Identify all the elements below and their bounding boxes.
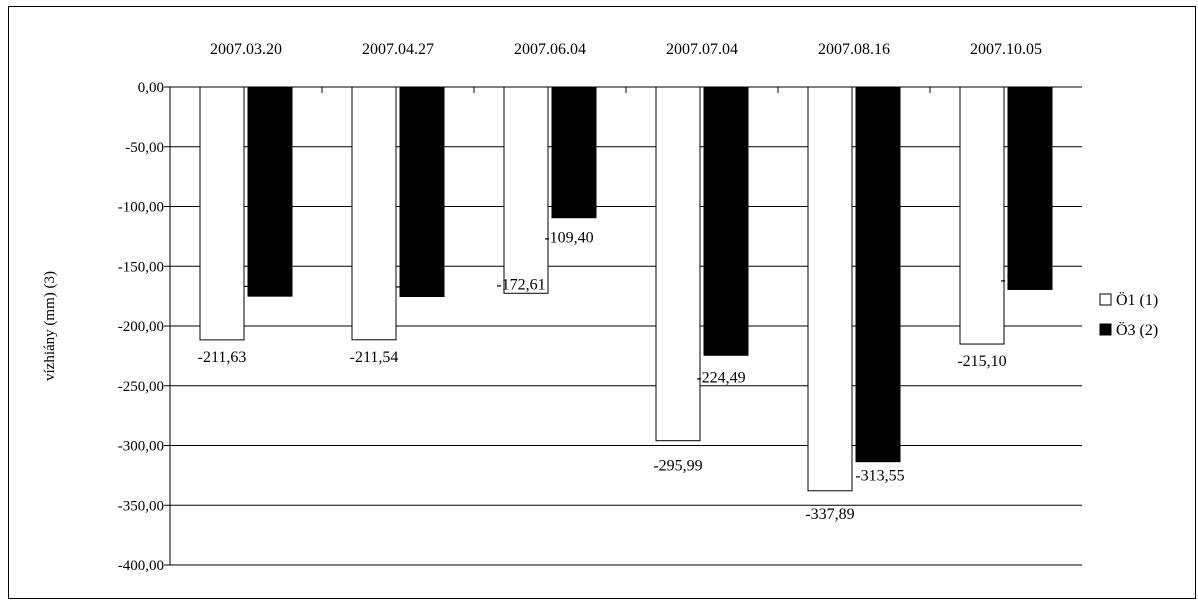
y-tick-label: -200,00: [118, 319, 164, 335]
x-category-label: 2007.06.04: [514, 41, 586, 58]
legend-swatch: [1099, 293, 1112, 306]
y-axis-title: vízhiány (mm) (3): [42, 271, 58, 381]
y-tick-label: 0,00: [138, 80, 164, 96]
data-label: -313,55: [855, 468, 904, 485]
x-category-label: 2007.07.04: [666, 41, 738, 58]
y-tick-label: -100,00: [118, 200, 164, 216]
bar-o3: [551, 86, 597, 219]
y-tick-label: -50,00: [125, 140, 164, 156]
bar-o1: [959, 86, 1005, 345]
x-category-label: 2007.03.20: [210, 41, 282, 58]
legend-label: Ö3 (2): [1116, 321, 1158, 339]
data-label: -211,54: [350, 349, 399, 366]
bar-o1: [655, 86, 701, 442]
data-label: -175,03: [243, 277, 292, 294]
bar-o3: [247, 86, 293, 297]
bar-o3: [855, 86, 901, 463]
data-label: -295,99: [653, 458, 702, 475]
data-label: -211,63: [198, 349, 247, 366]
y-tick-label: -400,00: [118, 558, 164, 574]
bar-o3: [1007, 86, 1053, 290]
bar-o3: [399, 86, 445, 298]
data-label: -337,89: [805, 506, 854, 523]
bar-o1: [199, 86, 245, 341]
y-tick-label: -300,00: [118, 439, 164, 455]
y-tick-label: -250,00: [118, 379, 164, 395]
bar-o1: [807, 86, 853, 492]
y-tick-label: -150,00: [118, 259, 164, 275]
y-tick-label: -350,00: [118, 498, 164, 514]
data-label: -169,42: [1000, 271, 1049, 288]
bar-o1: [351, 86, 397, 341]
bar-o3: [703, 86, 749, 356]
data-label: -175,32: [395, 278, 444, 295]
data-label: -172,61: [496, 276, 545, 293]
legend-label: Ö1 (1): [1116, 291, 1158, 309]
bar-o1: [503, 86, 549, 294]
data-label: -109,40: [544, 230, 593, 247]
data-label: -224,49: [696, 369, 745, 386]
x-category-label: 2007.08.16: [818, 41, 890, 58]
x-category-label: 2007.04.27: [362, 41, 434, 58]
data-label: -215,10: [957, 353, 1006, 370]
x-category-label: 2007.10.05: [970, 41, 1042, 58]
legend-swatch: [1099, 323, 1112, 336]
